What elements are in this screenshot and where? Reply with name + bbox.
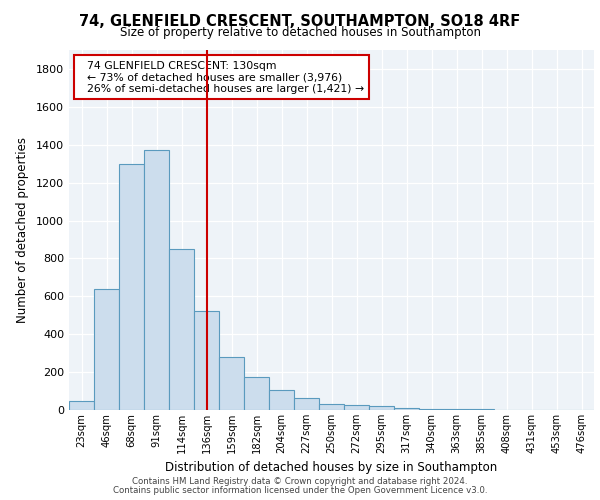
Bar <box>269 390 294 410</box>
Bar <box>369 406 394 410</box>
Text: 74, GLENFIELD CRESCENT, SOUTHAMPTON, SO18 4RF: 74, GLENFIELD CRESCENT, SOUTHAMPTON, SO1… <box>79 14 521 29</box>
Bar <box>169 249 194 410</box>
Text: Size of property relative to detached houses in Southampton: Size of property relative to detached ho… <box>119 26 481 39</box>
Bar <box>144 150 169 410</box>
Text: 74 GLENFIELD CRESCENT: 130sqm
  ← 73% of detached houses are smaller (3,976)
  2: 74 GLENFIELD CRESCENT: 130sqm ← 73% of d… <box>79 61 364 94</box>
Bar <box>69 400 94 410</box>
Text: Contains public sector information licensed under the Open Government Licence v3: Contains public sector information licen… <box>113 486 487 495</box>
Bar <box>394 408 419 410</box>
Bar <box>244 377 269 410</box>
Bar <box>419 409 444 410</box>
Bar <box>319 404 344 410</box>
X-axis label: Distribution of detached houses by size in Southampton: Distribution of detached houses by size … <box>166 462 497 474</box>
Bar <box>444 409 469 410</box>
Bar <box>94 288 119 410</box>
Bar <box>194 312 219 410</box>
Bar <box>119 164 144 410</box>
Bar <box>294 398 319 410</box>
Y-axis label: Number of detached properties: Number of detached properties <box>16 137 29 323</box>
Bar <box>344 406 369 410</box>
Text: Contains HM Land Registry data © Crown copyright and database right 2024.: Contains HM Land Registry data © Crown c… <box>132 478 468 486</box>
Bar <box>219 357 244 410</box>
